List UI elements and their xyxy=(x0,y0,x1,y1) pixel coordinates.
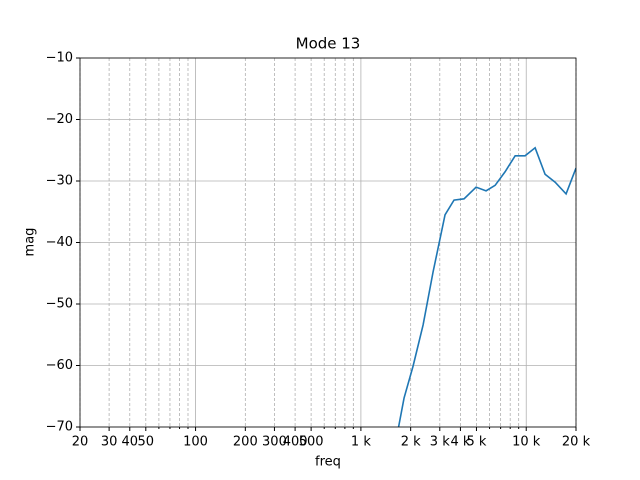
x-tick-label: 300 xyxy=(262,435,287,450)
x-tick-label: 40 xyxy=(121,435,138,450)
y-tick-label: −70 xyxy=(46,420,73,435)
y-axis-label: mag xyxy=(23,228,38,257)
y-tick-label: −60 xyxy=(46,358,73,373)
data-line xyxy=(397,146,576,427)
x-tick-label: 5 k xyxy=(466,435,486,450)
chart-title: Mode 13 xyxy=(296,35,361,53)
y-tick-label: −40 xyxy=(46,235,73,250)
y-tick-label: −20 xyxy=(46,112,73,127)
x-tick-label: 20 k xyxy=(562,435,591,450)
x-tick-label: 3 k xyxy=(430,435,450,450)
x-tick-label: 2 k xyxy=(401,435,421,450)
x-tick-label: 30 xyxy=(101,435,118,450)
x-tick-label: 20 xyxy=(72,435,89,450)
x-axis-label: freq xyxy=(315,455,341,470)
x-tick-label: 50 xyxy=(138,435,155,450)
y-tick-label: −50 xyxy=(46,297,73,312)
x-tick-label: 400 xyxy=(283,435,308,450)
y-tick-label: −30 xyxy=(46,174,73,189)
y-tick-label: −10 xyxy=(46,51,73,66)
x-tick-label: 100 xyxy=(183,435,208,450)
x-tick-label: 10 k xyxy=(512,435,541,450)
x-tick-label: 1 k xyxy=(351,435,371,450)
x-tick-label: 500 xyxy=(299,435,324,450)
x-tick-label: 200 xyxy=(233,435,258,450)
x-tick-label: 4 k xyxy=(450,435,470,450)
plot-frame xyxy=(79,57,577,428)
